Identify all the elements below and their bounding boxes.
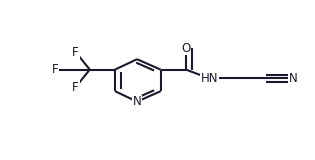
Text: N: N	[133, 95, 141, 108]
Text: F: F	[72, 45, 79, 59]
Text: N: N	[289, 72, 297, 85]
Text: HN: HN	[201, 72, 218, 85]
Text: O: O	[181, 41, 191, 55]
Text: F: F	[72, 81, 79, 94]
Text: F: F	[52, 63, 59, 76]
